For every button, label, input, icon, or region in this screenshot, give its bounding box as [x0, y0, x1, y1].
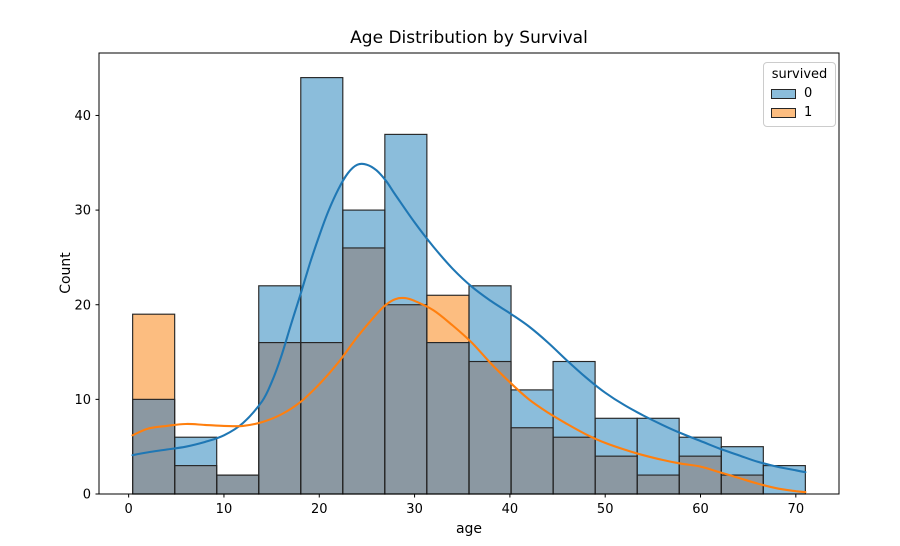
- hist-bar-overlap: [300, 342, 343, 494]
- axes-spines: [98, 52, 840, 495]
- hist-bar-overlap: [553, 437, 596, 494]
- hist-bar-overlap: [258, 342, 301, 494]
- legend: survived 0 1: [763, 62, 836, 127]
- legend-title: survived: [771, 67, 828, 82]
- hist-bar-overlap: [384, 304, 427, 494]
- hist-bar-overlap: [511, 427, 554, 494]
- hist-bar-overlap: [595, 456, 638, 494]
- hist-bar-overlap: [679, 456, 722, 494]
- y-tick-label: 10: [74, 393, 91, 408]
- legend-label-survived-1: 1: [804, 105, 813, 120]
- legend-entry-survived-0: 0: [771, 86, 828, 101]
- kde-curve-survived-1: [131, 296, 807, 494]
- hist-bar-survived-0: [300, 77, 343, 343]
- hist-bar-survived-0: [511, 389, 554, 428]
- kde-curve-survived-0: [131, 162, 807, 474]
- hist-bar-overlap: [426, 342, 469, 494]
- hist-bar-overlap: [132, 399, 175, 494]
- x-tick-label: 10: [216, 502, 233, 517]
- y-tick-label: 30: [74, 204, 91, 219]
- x-tick-label: 0: [125, 502, 133, 517]
- x-tick-label: 30: [406, 502, 423, 517]
- hist-bar-overlap: [174, 465, 217, 494]
- hist-bar-survived-0: [679, 437, 722, 457]
- x-tick-label: 70: [788, 502, 805, 517]
- hist-bar-overlap: [342, 247, 385, 494]
- hist-bar-survived-0: [384, 134, 427, 305]
- legend-label-survived-0: 0: [804, 86, 813, 101]
- y-tick-label: 40: [74, 109, 91, 124]
- x-tick-label: 20: [311, 502, 328, 517]
- hist-bar-survived-0: [174, 437, 217, 466]
- legend-swatch-survived-1: [771, 107, 796, 118]
- hist-bar-survived-0: [637, 418, 680, 476]
- x-tick-label: 60: [692, 502, 709, 517]
- x-tick-label: 40: [502, 502, 519, 517]
- x-axis-label: age: [455, 521, 483, 537]
- y-tick-label: 0: [83, 488, 91, 503]
- hist-bar-survived-0: [469, 285, 512, 362]
- hist-bar-overlap: [637, 475, 680, 494]
- hist-bar-survived-0: [595, 418, 638, 457]
- legend-entry-survived-1: 1: [771, 105, 828, 120]
- hist-bar-overlap: [469, 361, 512, 494]
- hist-bar-survived-1: [132, 314, 175, 400]
- hist-bar-overlap: [216, 475, 259, 494]
- x-tick-label: 50: [597, 502, 614, 517]
- legend-swatch-survived-0: [771, 88, 796, 99]
- chart-title: Age Distribution by Survival: [350, 28, 588, 48]
- hist-bar-survived-0: [342, 210, 385, 248]
- y-axis-label: Count: [58, 252, 74, 294]
- hist-bar-overlap: [721, 475, 764, 494]
- hist-bar-survived-0: [553, 361, 596, 438]
- y-tick-label: 20: [74, 298, 91, 313]
